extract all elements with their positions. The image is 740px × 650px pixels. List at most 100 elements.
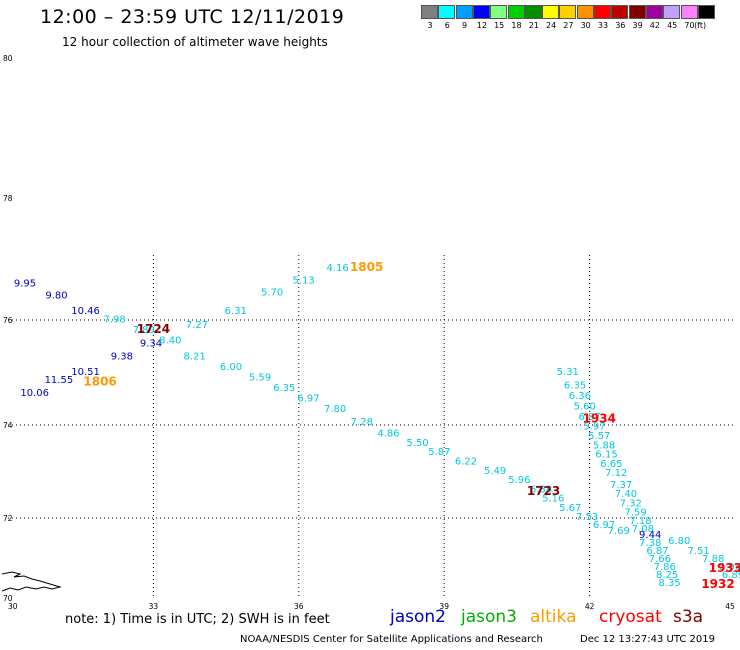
map-subtitle: 12 hour collection of altimeter wave hei… bbox=[62, 35, 328, 49]
wave-height-label: 7.80 bbox=[324, 404, 346, 415]
satellite-legend-s3a: s3a bbox=[673, 607, 704, 627]
wave-height-label: 9.34 bbox=[140, 338, 162, 349]
wave-height-label: 5.67 bbox=[559, 503, 581, 514]
latitude-tick-label: 74 bbox=[3, 421, 13, 430]
color-scale-label: 42 bbox=[649, 21, 660, 30]
longitude-tick-label: 45 bbox=[725, 602, 735, 611]
color-swatch bbox=[455, 5, 473, 19]
color-swatch bbox=[542, 5, 560, 19]
pass-time-label: 1932 bbox=[701, 577, 734, 591]
color-scale-label: 12 bbox=[476, 21, 487, 30]
wave-height-label: 4.16 bbox=[326, 263, 348, 274]
latitude-tick-label: 78 bbox=[3, 194, 13, 203]
latitude-tick-label: 80 bbox=[3, 54, 13, 63]
longitude-tick-label: 30 bbox=[8, 602, 18, 611]
wave-height-label: 7.86 bbox=[654, 562, 676, 573]
wave-height-label: 5.96 bbox=[508, 475, 530, 486]
wave-height-label: 6.22 bbox=[455, 457, 477, 468]
legend-note: note: 1) Time is in UTC; 2) SWH is in fe… bbox=[65, 612, 330, 627]
wave-height-label: 6.38 bbox=[530, 484, 552, 495]
color-scale-label: 18 bbox=[511, 21, 522, 30]
wave-height-label: 5.60 bbox=[574, 401, 596, 412]
wave-height-label: 5.50 bbox=[406, 438, 428, 449]
wave-height-label: 6.35 bbox=[564, 380, 586, 391]
color-swatch bbox=[559, 5, 577, 19]
wave-height-label: 11.55 bbox=[45, 375, 74, 386]
wave-height-label: 7.66 bbox=[649, 554, 671, 565]
wave-height-label: 9.44 bbox=[639, 530, 661, 541]
wave-height-label: 8.25 bbox=[656, 570, 678, 581]
color-scale-label: 39 bbox=[632, 21, 643, 30]
wave-height-label: 6.36 bbox=[569, 391, 591, 402]
pass-time-label: 1723 bbox=[527, 484, 560, 498]
pass-time-label: 1724 bbox=[137, 322, 170, 336]
color-scale-label: 36 bbox=[615, 21, 626, 30]
color-swatch bbox=[611, 5, 629, 19]
wave-height-label: 7.12 bbox=[605, 468, 627, 479]
satellite-legend-jason3: jason3 bbox=[461, 607, 517, 627]
wave-height-label: 7.51 bbox=[688, 546, 710, 557]
color-scale-label: 33 bbox=[597, 21, 609, 30]
color-swatch bbox=[421, 5, 438, 19]
wave-height-label: 8.21 bbox=[183, 351, 205, 362]
color-swatch bbox=[594, 5, 611, 19]
latitude-tick-label: 76 bbox=[3, 316, 13, 325]
wave-height-label: 7.59 bbox=[625, 508, 647, 519]
wave-height-label: 7.18 bbox=[629, 516, 651, 527]
color-scale-label: 6 bbox=[444, 21, 450, 30]
pass-time-label: 1805 bbox=[350, 260, 383, 274]
wave-height-label: 6.31 bbox=[225, 306, 247, 317]
color-swatch bbox=[472, 5, 490, 19]
wave-height-label: 6.97 bbox=[297, 393, 319, 404]
wave-height-label: 6.87 bbox=[578, 412, 600, 423]
wave-height-label: 10.46 bbox=[71, 306, 100, 317]
wave-height-label: 6.35 bbox=[273, 383, 295, 394]
longitude-tick-label: 42 bbox=[585, 602, 595, 611]
color-swatch bbox=[697, 5, 715, 19]
color-scale-label: 27 bbox=[563, 21, 574, 30]
wave-height-label: 5.31 bbox=[557, 367, 579, 378]
wave-height-label: 9.95 bbox=[14, 278, 36, 289]
wave-height-label: 10.06 bbox=[20, 388, 49, 399]
color-scale-label: 70 bbox=[684, 21, 695, 30]
wave-height-label: 5.70 bbox=[261, 288, 283, 299]
wave-height-label: 5.49 bbox=[484, 466, 506, 477]
satellite-legend-altika: altika bbox=[530, 607, 577, 627]
color-scale-label: 15 bbox=[494, 21, 505, 30]
color-scale-label: 9 bbox=[462, 21, 468, 30]
color-swatch bbox=[663, 5, 681, 19]
wave-height-label: 6.87 bbox=[646, 546, 668, 557]
color-swatch bbox=[507, 5, 525, 19]
wave-height-label: 6.00 bbox=[220, 362, 242, 373]
wave-height-label: 7.88 bbox=[702, 554, 724, 565]
map-title: 12:00 – 23:59 UTC 12/11/2019 bbox=[40, 6, 345, 28]
generated-timestamp: Dec 12 13:27:43 UTC 2019 bbox=[580, 634, 715, 645]
longitude-tick-label: 33 bbox=[149, 602, 159, 611]
wave-height-label: 7.27 bbox=[186, 320, 208, 331]
wave-height-label: 7.37 bbox=[610, 480, 632, 491]
satellite-legend-cryosat: cryosat bbox=[599, 607, 662, 627]
wave-height-label: 10.51 bbox=[71, 367, 100, 378]
wave-height-label: 6.97 bbox=[593, 520, 615, 531]
color-scale-label: 21 bbox=[528, 21, 539, 30]
wave-height-label: 5.87 bbox=[428, 447, 450, 458]
wave-height-label: 7.38 bbox=[639, 538, 661, 549]
wave-height-label: 5.13 bbox=[293, 275, 315, 286]
wave-height-label: 5.97 bbox=[583, 422, 605, 433]
latitude-tick-label: 70 bbox=[3, 594, 13, 603]
wave-height-label: 8.35 bbox=[658, 578, 680, 589]
wave-height-label: 5.88 bbox=[593, 440, 615, 451]
wave-height-label: 5.96 bbox=[719, 562, 740, 573]
wave-height-label: 6.65 bbox=[600, 459, 622, 470]
color-swatch bbox=[628, 5, 646, 19]
wave-height-label: 8.40 bbox=[159, 336, 181, 347]
wave-height-label: 9.80 bbox=[45, 291, 67, 302]
wave-height-label: 6.80 bbox=[668, 536, 690, 547]
color-swatch bbox=[576, 5, 594, 19]
color-swatch bbox=[645, 5, 663, 19]
satellite-legend-jason2: jason2 bbox=[390, 607, 446, 627]
wave-height-label: 4.86 bbox=[377, 429, 399, 440]
wave-height-label: 5.59 bbox=[249, 372, 271, 383]
wave-height-label: 6.15 bbox=[595, 450, 617, 461]
